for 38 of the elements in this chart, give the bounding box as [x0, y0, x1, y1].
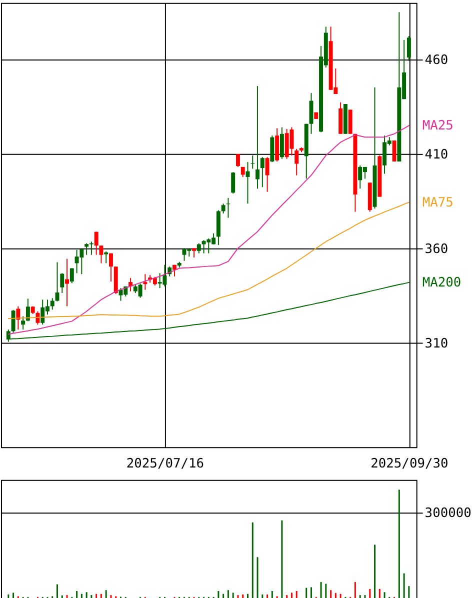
y-tick-label: 300000: [424, 506, 472, 521]
candlestick: [99, 245, 104, 264]
candlestick: [55, 262, 60, 302]
candlestick: [65, 258, 70, 307]
candlestick: [406, 35, 411, 62]
series-label: MA200: [422, 275, 462, 290]
candlestick: [294, 148, 299, 176]
candlestick: [256, 86, 260, 190]
candlestick: [108, 252, 113, 282]
line-series: [8, 282, 410, 340]
candlestick: [26, 298, 30, 322]
candlestick: [143, 274, 148, 290]
candlestick: [94, 231, 98, 256]
y-tick-label: 460: [424, 53, 448, 68]
y-tick-label: 360: [424, 242, 448, 258]
candlestick: [260, 156, 264, 188]
y-tick-label: 410: [424, 148, 448, 163]
candlestick: [196, 242, 201, 254]
candlestick: [221, 203, 226, 214]
y-tick-label: 310: [424, 336, 448, 352]
candlestick: [392, 140, 396, 162]
series-label: MA25: [422, 118, 454, 134]
x-tick-label: 2025/09/30: [370, 456, 448, 472]
candlestick: [16, 306, 20, 330]
candlestick: [70, 268, 74, 284]
x-tick-label: 2025/07/16: [126, 456, 204, 472]
candlestick: [60, 272, 64, 294]
series-label: MA75: [422, 195, 454, 210]
candlestick: [231, 172, 236, 194]
candlestick: [50, 298, 54, 310]
candlestick: [192, 248, 196, 258]
candlestick: [236, 154, 240, 168]
candlestick: [36, 310, 40, 326]
candlestick: [21, 316, 26, 330]
candlestick: [104, 250, 108, 264]
candlestick: [11, 310, 16, 334]
candlestick: [280, 126, 284, 160]
candlestick: [265, 156, 270, 192]
